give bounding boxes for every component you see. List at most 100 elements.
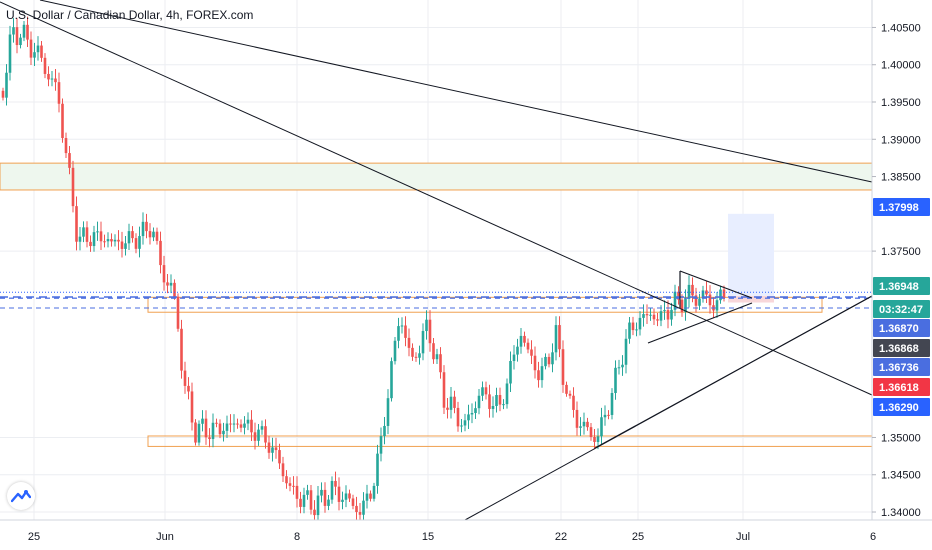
candle — [673, 291, 677, 310]
candle — [22, 24, 26, 38]
candle — [694, 295, 698, 306]
candle — [708, 294, 712, 306]
candle — [26, 24, 29, 40]
candle — [677, 291, 680, 300]
candle — [481, 387, 484, 396]
candle — [495, 394, 498, 407]
candle — [691, 284, 694, 296]
candle — [337, 486, 341, 502]
candle — [407, 337, 411, 348]
candle — [120, 241, 124, 249]
candle — [187, 385, 190, 392]
candle — [719, 289, 722, 301]
candle — [446, 407, 449, 410]
candle — [68, 153, 71, 168]
candle — [470, 413, 474, 415]
candle — [365, 493, 369, 501]
candle — [505, 383, 509, 405]
candle — [131, 231, 134, 239]
candle — [491, 406, 495, 409]
candle — [544, 356, 547, 367]
candle — [722, 289, 726, 299]
candle — [579, 426, 582, 428]
candle — [239, 424, 243, 428]
candle — [624, 338, 628, 365]
candle — [432, 343, 435, 360]
candle — [99, 231, 103, 242]
tradingview-logo-icon[interactable] — [7, 482, 35, 510]
candle — [498, 394, 502, 405]
candle — [152, 231, 155, 238]
candle — [302, 494, 306, 507]
candle — [533, 355, 537, 371]
candle — [19, 37, 22, 46]
candle — [701, 290, 705, 299]
candle — [306, 490, 309, 495]
candle — [166, 282, 169, 286]
candle — [680, 299, 684, 313]
candle — [173, 282, 176, 297]
candle — [565, 384, 568, 394]
price-label-badge — [873, 198, 930, 216]
candle-series — [1, 16, 726, 524]
short-position-target — [728, 213, 774, 296]
candle — [250, 419, 253, 433]
y-tick-label: 1.40000 — [881, 60, 921, 72]
x-tick-label: 22 — [555, 531, 567, 543]
y-tick-label: 1.39000 — [881, 134, 921, 146]
candle — [43, 57, 47, 74]
candle — [201, 418, 204, 424]
candle — [362, 500, 365, 515]
candle — [260, 426, 264, 430]
candle — [456, 407, 460, 427]
candle — [145, 221, 148, 232]
candle — [57, 82, 61, 104]
candle — [12, 27, 15, 35]
candle — [155, 231, 159, 241]
candle — [40, 45, 43, 58]
price-label-badge — [873, 398, 930, 416]
candle — [687, 284, 691, 299]
candle — [670, 309, 673, 320]
candle — [358, 512, 362, 515]
candle — [236, 423, 239, 425]
candle — [274, 447, 278, 451]
candle — [621, 364, 624, 368]
long-term-downtrend-line — [39, 0, 873, 183]
candle — [484, 387, 488, 395]
candle — [8, 34, 12, 73]
candle — [537, 370, 540, 381]
x-tick-label: Jul — [736, 531, 750, 543]
candle — [705, 290, 708, 295]
price-label-badge — [873, 277, 930, 295]
candle — [376, 453, 379, 486]
candle — [85, 227, 89, 242]
x-tick-label: 25 — [632, 531, 644, 543]
y-tick-label: 1.37500 — [881, 246, 921, 258]
candle — [320, 489, 323, 496]
candle — [71, 167, 75, 207]
candle — [78, 236, 82, 242]
candle — [5, 72, 8, 98]
price-label-text: 1.37998 — [879, 202, 919, 214]
price-label-badge — [873, 319, 930, 337]
candle — [75, 206, 78, 242]
candle — [547, 356, 551, 365]
candle — [327, 499, 330, 506]
candle — [89, 241, 92, 247]
candle — [229, 423, 232, 425]
x-tick-label: 25 — [28, 531, 40, 543]
candle — [610, 393, 614, 415]
candle — [617, 367, 621, 369]
y-tick-label: 1.34000 — [881, 507, 921, 519]
pennant-upper-line — [679, 270, 753, 299]
candle — [141, 221, 145, 237]
candle — [54, 78, 57, 83]
candle — [526, 342, 530, 350]
candle — [558, 325, 561, 350]
candle — [379, 436, 383, 454]
candle — [568, 393, 572, 396]
candle — [411, 347, 414, 357]
candle — [285, 476, 288, 484]
